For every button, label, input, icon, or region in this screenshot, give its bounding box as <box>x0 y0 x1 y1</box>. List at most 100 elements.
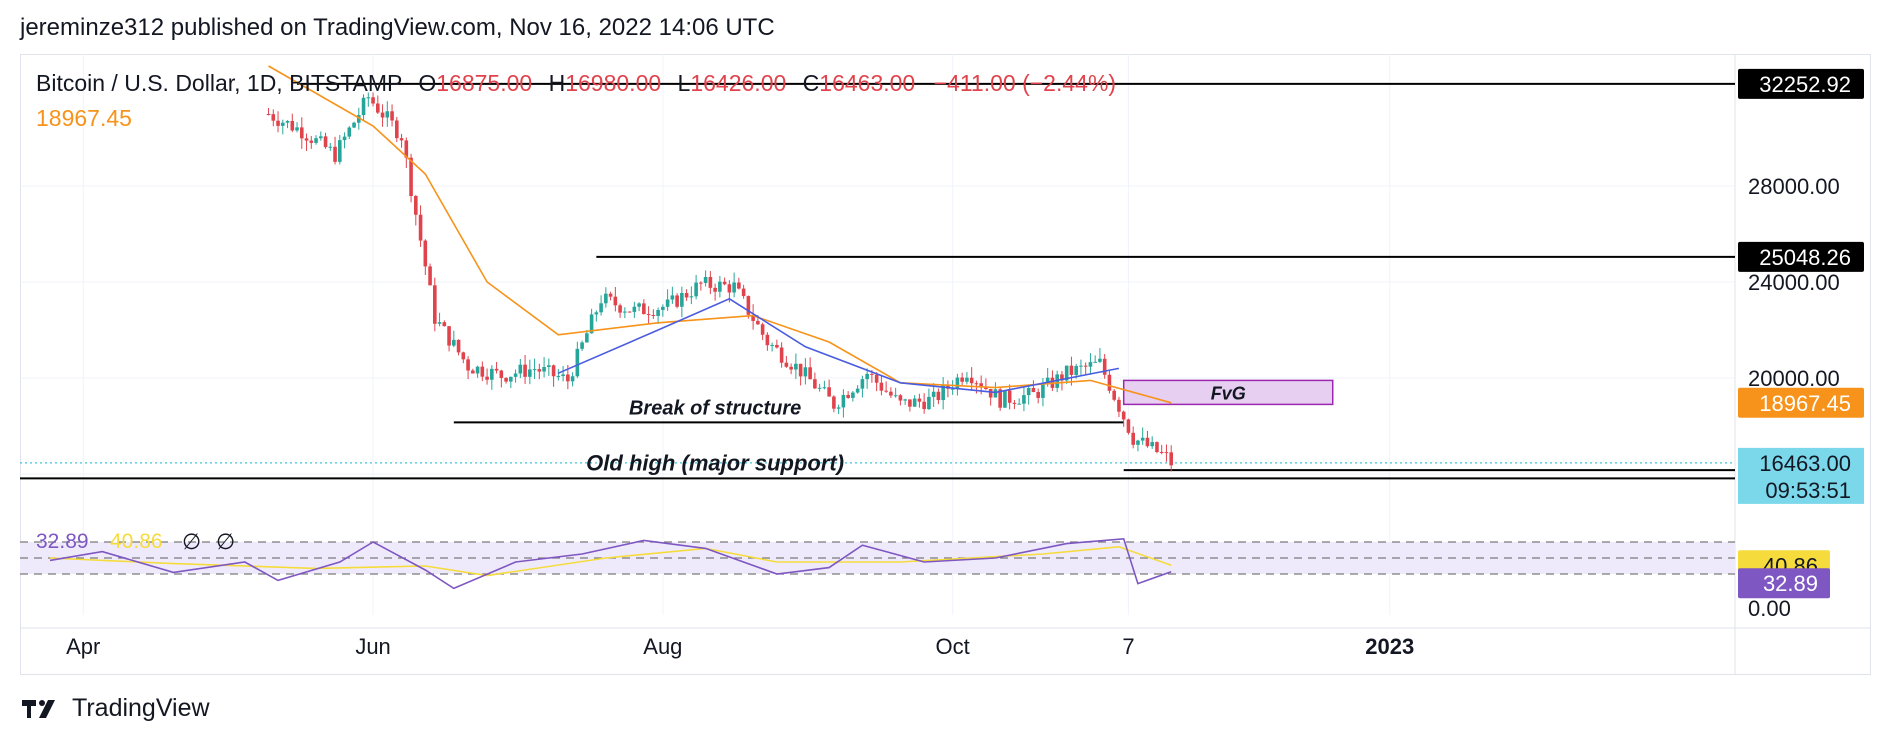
candle-body <box>689 296 694 298</box>
candle-body <box>399 138 404 141</box>
chart-labels: USD28000.0024000.0020000.000.00AprJunAug… <box>36 68 1864 659</box>
candle-body <box>333 146 337 162</box>
legend-high: 16980.00 <box>565 70 662 96</box>
candle-body <box>889 391 893 396</box>
candle-body <box>532 369 537 371</box>
legend-open: 16875.00 <box>436 70 533 96</box>
candle-body <box>941 384 945 401</box>
candle-body <box>765 334 770 346</box>
tag-rsi-bg <box>1738 568 1830 599</box>
tag-last-price: 16463.00 <box>1759 451 1851 476</box>
legend-low: 16426.00 <box>690 70 787 96</box>
candle-body <box>870 373 874 375</box>
rsi-line <box>49 537 1172 590</box>
candle-body <box>741 288 746 297</box>
candle-body <box>637 303 641 307</box>
candle-body <box>950 388 955 390</box>
candle-body <box>803 367 808 377</box>
candle-body <box>371 97 375 104</box>
tag-32252-bg <box>1738 68 1864 99</box>
candle-body <box>1074 366 1078 375</box>
candle-body <box>699 282 703 284</box>
candle-body <box>912 398 917 407</box>
candle-body <box>703 276 708 283</box>
candle-body <box>594 312 599 315</box>
candle-body <box>879 382 884 391</box>
candle-body <box>580 342 584 349</box>
candle-body <box>708 276 713 288</box>
candle-body <box>632 306 637 312</box>
candle-body <box>1121 411 1126 420</box>
candle-body <box>1031 387 1036 393</box>
candle-body <box>376 103 380 113</box>
time-tick-label: 7 <box>1122 634 1134 659</box>
candle-body <box>1045 377 1050 385</box>
candle-body <box>684 292 689 298</box>
candle-body <box>642 303 646 315</box>
ma-orange-line <box>268 65 1172 404</box>
candle-body <box>1159 452 1164 454</box>
candle-body <box>471 370 475 374</box>
candle-body <box>537 369 542 372</box>
candle-body <box>285 120 290 123</box>
candle-body <box>984 387 988 389</box>
candle-body <box>357 115 361 123</box>
candle-body <box>542 367 546 372</box>
candle-body <box>1022 395 1026 404</box>
footer-brand[interactable]: TradingView <box>20 694 210 723</box>
time-tick-label: Aug <box>643 634 682 659</box>
candle-body <box>855 388 860 393</box>
candle-body <box>613 296 618 306</box>
candle-body <box>1012 402 1017 404</box>
tag-rsi: 32.89 <box>1763 571 1818 596</box>
candle-body <box>760 324 765 335</box>
candle-body <box>751 314 755 321</box>
candle-body <box>599 303 603 313</box>
candle-body <box>874 374 879 383</box>
candle-body <box>955 377 960 389</box>
fvg-zone <box>1122 379 1334 406</box>
legend-symbol: Bitcoin / U.S. Dollar, 1D, BITSTAMP <box>36 70 402 96</box>
candle-body <box>475 366 480 374</box>
legend-close-label: C <box>802 70 820 96</box>
candle-body <box>1102 358 1107 375</box>
candle-body <box>318 136 323 139</box>
candle-body <box>547 365 551 368</box>
candle-body <box>1155 442 1159 453</box>
candle-body <box>661 306 665 310</box>
candle-body <box>1164 452 1169 454</box>
candle-body <box>1145 437 1150 447</box>
bos-label: Break of structure <box>629 397 801 419</box>
candle-body <box>409 157 413 196</box>
candle-body <box>570 376 575 382</box>
candle-body <box>1098 358 1102 362</box>
chart-frame[interactable] <box>20 54 1871 675</box>
candle-body <box>817 387 822 389</box>
candle-body <box>1036 392 1040 398</box>
candle-body <box>1112 390 1116 400</box>
chart-series <box>49 65 1173 590</box>
candle-body <box>551 365 556 377</box>
tag-ma-bg <box>1738 387 1864 418</box>
candle-body <box>404 140 409 158</box>
candle-body <box>675 295 679 307</box>
candle-body <box>969 377 974 384</box>
candle-body <box>988 388 993 398</box>
candle-body <box>1079 365 1083 367</box>
candle-body <box>1093 361 1097 363</box>
candle-body <box>713 287 717 292</box>
legend-low-label: L <box>677 70 691 96</box>
candle-body <box>456 339 461 353</box>
candle-body <box>1003 390 1007 408</box>
rsi-tick-label: 0.00 <box>1748 596 1791 621</box>
tag-ma: 18967.45 <box>1759 391 1851 416</box>
legend-change: −411.00 (−2.44%) <box>933 70 1117 96</box>
candle-body <box>485 376 489 380</box>
candle-body <box>1007 390 1012 403</box>
candle-body <box>727 284 732 293</box>
candle-body <box>670 295 675 300</box>
candle-body <box>651 315 656 317</box>
tag-last-bg <box>1738 447 1864 504</box>
price-tick-label: 24000.00 <box>1748 270 1840 295</box>
